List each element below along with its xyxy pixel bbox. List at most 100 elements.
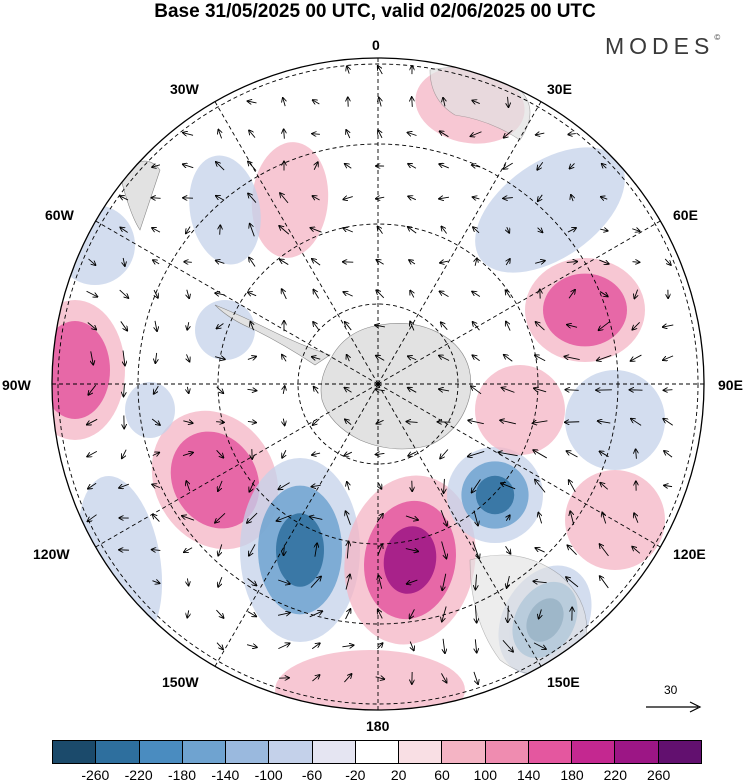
wind-vector: [277, 514, 292, 521]
wind-vector: [152, 581, 159, 584]
wind-vector: [376, 514, 383, 523]
wind-vector: [567, 325, 578, 328]
wind-vector: [440, 449, 449, 458]
anomaly-contour: [125, 382, 175, 438]
wind-vector: [508, 605, 509, 623]
wind-vector: [313, 290, 319, 299]
wind-vector: [344, 674, 351, 683]
wind-vector: [408, 388, 417, 393]
wind-vector: [216, 422, 224, 423]
wind-vector: [599, 321, 610, 330]
colorbar-tick-label: 140: [516, 767, 541, 783]
wind-vector: [565, 390, 579, 391]
wind-vector: [439, 164, 449, 169]
wind-vector: [501, 483, 516, 490]
brand-mark: ©: [714, 33, 721, 42]
wind-vector: [346, 511, 351, 525]
wind-vector: [505, 545, 511, 554]
wind-vector: [600, 229, 607, 231]
wind-vector: [247, 611, 256, 617]
wind-vector: [440, 131, 449, 138]
wind-vector: [152, 228, 161, 233]
wind-vector: [249, 544, 256, 555]
wind-vector: [472, 291, 481, 297]
wind-vector: [379, 482, 382, 489]
wind-vector: [182, 516, 195, 521]
wind-vector: [310, 228, 322, 233]
wind-vector: [376, 420, 384, 423]
wind-vector: [632, 547, 641, 554]
colorbar-tick-label: -260: [81, 767, 110, 783]
wind-vector: [278, 643, 289, 650]
lon-label-30w: 30W: [170, 81, 199, 97]
wind-vector: [284, 129, 285, 139]
wind-vector: [378, 610, 383, 619]
wind-vector: [87, 322, 96, 329]
reference-vector-arrow: [646, 701, 702, 713]
latitude-circle: [57, 63, 699, 705]
colorbar-cell: [226, 741, 270, 763]
wind-vector: [475, 258, 477, 266]
wind-vector: [314, 387, 319, 394]
wind-vector: [473, 671, 478, 684]
meridian-line: [377, 383, 661, 548]
anomaly-contour: [189, 155, 261, 265]
wind-vector: [379, 98, 381, 107]
wind-vector: [220, 225, 221, 235]
colorbar-cell: [658, 741, 701, 763]
wind-vector: [313, 418, 320, 425]
wind-vector: [216, 642, 223, 650]
wind-vector: [154, 385, 159, 394]
wind-vector: [154, 289, 158, 298]
wind-vector: [636, 449, 637, 459]
wind-vector: [120, 227, 128, 233]
wind-vector: [187, 578, 188, 585]
wind-vector: [571, 195, 573, 202]
wind-vector: [312, 357, 321, 359]
wind-vector: [282, 450, 286, 458]
wind-vector: [410, 291, 414, 298]
wind-vector: [218, 544, 221, 555]
wind-vector: [538, 194, 543, 201]
wind-vector: [631, 354, 642, 361]
wind-vector: [346, 130, 350, 139]
wind-vector: [182, 452, 193, 455]
wind-vector: [248, 193, 257, 203]
wind-vector: [250, 322, 253, 331]
wind-vector: [471, 386, 482, 395]
lon-label-120w: 120W: [33, 546, 70, 562]
colorbar-cell: [442, 741, 486, 763]
wind-vector: [600, 576, 609, 589]
wind-vector: [378, 130, 382, 139]
wind-vector: [247, 512, 258, 523]
wind-vector: [218, 576, 223, 587]
wind-vector: [87, 418, 98, 424]
wind-vector: [312, 453, 321, 455]
wind-vector: [441, 673, 446, 682]
wind-vector: [248, 161, 257, 171]
wind-vector: [313, 100, 320, 104]
wind-vector: [187, 289, 189, 298]
wind-vector: [498, 452, 518, 457]
wind-vector: [408, 227, 417, 234]
wind-vector: [533, 450, 547, 459]
map-title: Base 31/05/2025 00 UTC, valid 02/06/2025…: [154, 1, 596, 22]
wind-vector: [535, 480, 546, 493]
wind-vector: [538, 513, 541, 524]
colorbar-cell: [528, 741, 573, 763]
wind-vector: [310, 576, 321, 588]
wind-vector: [533, 581, 547, 582]
meridian-line: [377, 383, 542, 667]
wind-vector: [88, 384, 97, 395]
lon-label-90w: 90W: [2, 377, 31, 393]
wind-vector: [473, 227, 480, 234]
wind-vector: [601, 197, 608, 199]
wind-vector: [218, 480, 223, 491]
colorbar-labels: -260 -220 -180 -140 -100 -60 -20 20 60 100 140 180 2…: [52, 767, 702, 783]
wind-vector: [507, 575, 510, 588]
anomaly-contour: [276, 513, 324, 587]
wind-vector: [87, 450, 98, 456]
wind-vector: [598, 421, 611, 423]
wind-vector: [153, 514, 160, 522]
wind-vector: [183, 164, 194, 167]
